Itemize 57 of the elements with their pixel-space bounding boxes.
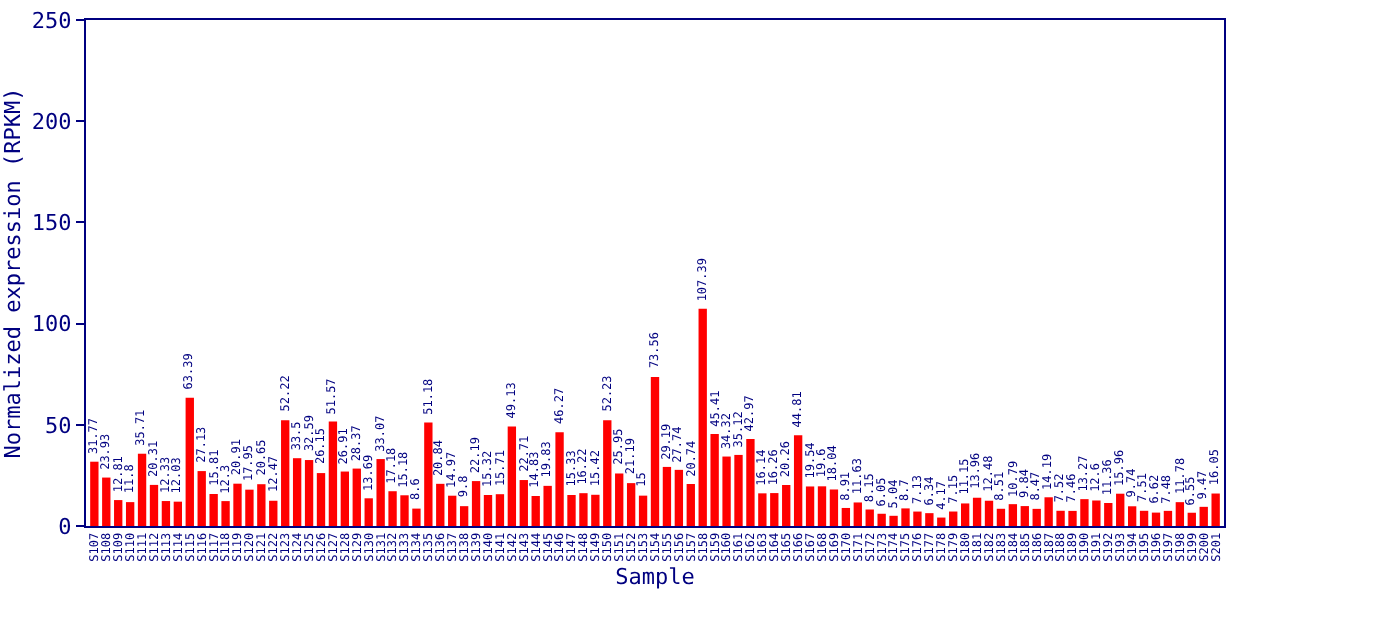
bar: [1151, 512, 1161, 526]
bar: [185, 397, 194, 526]
y-tick-label: 50: [45, 412, 72, 439]
bar: [996, 508, 1006, 526]
bar: [662, 466, 672, 526]
bar: [817, 486, 827, 526]
bar: [1127, 506, 1137, 526]
bar: [853, 502, 862, 526]
bar: [793, 435, 803, 526]
y-axis-title: Normalized expression (RPKM): [0, 87, 26, 459]
bar: [841, 507, 851, 526]
bar: [650, 377, 660, 526]
bar: [471, 481, 481, 526]
bar: [161, 501, 171, 526]
bar: [686, 484, 695, 526]
bar: [638, 495, 648, 526]
bar: [829, 489, 839, 526]
bar: [149, 484, 159, 526]
bar: [328, 421, 338, 526]
bar: [1187, 512, 1196, 526]
bar: [519, 480, 528, 526]
bar: [114, 500, 123, 526]
bar: [674, 469, 684, 526]
bar: [1020, 506, 1029, 526]
bar: [1139, 510, 1149, 526]
bar: [495, 494, 505, 526]
y-tick-label: 0: [58, 513, 72, 540]
bar: [448, 495, 457, 526]
bar: [949, 511, 958, 526]
bar: [459, 506, 469, 526]
bar: [340, 471, 350, 526]
bar: [304, 460, 314, 526]
bar: [805, 486, 815, 526]
bar: [316, 473, 326, 526]
bar: [352, 468, 361, 526]
bar: [782, 485, 791, 526]
bar: [507, 426, 517, 526]
bar: [1175, 502, 1185, 526]
bar: [960, 503, 970, 526]
bar: [281, 420, 290, 526]
bar: [125, 502, 135, 526]
bar: [1163, 510, 1173, 526]
y-tick-label: 200: [31, 108, 72, 135]
bar: [972, 497, 982, 526]
bar: [615, 473, 624, 526]
y-tick-label: 150: [31, 210, 72, 237]
y-tick-label: 100: [31, 311, 72, 338]
bar: [1116, 493, 1125, 526]
bar: [292, 458, 302, 526]
bar: [137, 453, 147, 526]
bar: [984, 500, 994, 526]
bar: [483, 495, 493, 526]
bar: [1008, 504, 1018, 526]
bar: [173, 501, 183, 526]
x-axis-title: Sample: [615, 564, 695, 591]
y-tick-label: 250: [31, 7, 72, 34]
bar: [626, 483, 636, 526]
